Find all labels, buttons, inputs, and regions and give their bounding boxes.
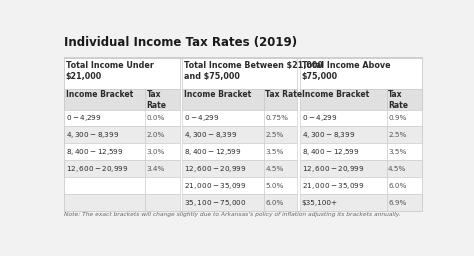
Text: 0.9%: 0.9%	[388, 115, 407, 121]
Bar	[145, 143, 180, 160]
Bar	[264, 160, 297, 177]
Text: Total Income Under
$21,000: Total Income Under $21,000	[66, 61, 154, 81]
Bar	[145, 160, 180, 177]
Bar	[264, 143, 297, 160]
Text: 5.0%: 5.0%	[265, 183, 284, 189]
Text: 3.5%: 3.5%	[388, 149, 407, 155]
Bar	[182, 58, 297, 89]
Text: 4.5%: 4.5%	[265, 166, 284, 172]
Bar	[64, 126, 145, 143]
Bar	[145, 110, 180, 126]
Text: Note: The exact brackets will change slightly due to Arkansas’s policy of inflat: Note: The exact brackets will change sli…	[64, 212, 400, 217]
Bar	[182, 110, 264, 126]
Bar	[387, 126, 422, 143]
Text: $12,600-$20,999: $12,600-$20,999	[184, 164, 247, 174]
Bar	[387, 89, 422, 110]
Text: 2.5%: 2.5%	[265, 132, 284, 138]
Text: 2.5%: 2.5%	[388, 132, 407, 138]
Bar	[182, 89, 264, 110]
Bar	[64, 89, 145, 110]
Text: 2.0%: 2.0%	[146, 132, 165, 138]
Text: Total Income Above
$75,000: Total Income Above $75,000	[302, 61, 391, 81]
Text: 3.4%: 3.4%	[146, 166, 165, 172]
Bar	[387, 110, 422, 126]
Bar	[182, 177, 264, 194]
Text: $12,600-$20,999: $12,600-$20,999	[302, 164, 365, 174]
Bar	[387, 160, 422, 177]
Text: Tax Rate: Tax Rate	[265, 90, 302, 99]
Text: $4,300-$8,399: $4,300-$8,399	[302, 130, 355, 140]
Text: Individual Income Tax Rates (2019): Individual Income Tax Rates (2019)	[64, 36, 297, 49]
Text: 6.9%: 6.9%	[388, 200, 407, 206]
Bar	[145, 194, 180, 211]
Bar	[145, 126, 180, 143]
Text: $8,400-$12,599: $8,400-$12,599	[66, 147, 123, 157]
Bar	[300, 58, 422, 89]
Bar	[182, 160, 264, 177]
Bar	[300, 89, 387, 110]
Text: Tax
Rate: Tax Rate	[146, 90, 166, 110]
Bar	[264, 177, 297, 194]
Bar	[264, 194, 297, 211]
Text: 3.5%: 3.5%	[265, 149, 284, 155]
Bar	[264, 89, 297, 110]
Bar	[64, 143, 145, 160]
Bar	[300, 110, 387, 126]
Bar	[182, 143, 264, 160]
Bar	[300, 160, 387, 177]
Text: Total Income Between $21,000
and $75,000: Total Income Between $21,000 and $75,000	[184, 61, 323, 81]
Text: $35,100-$75,000: $35,100-$75,000	[184, 198, 247, 208]
Text: $4,300-$8,399: $4,300-$8,399	[184, 130, 237, 140]
Text: $8,400-$12,599: $8,400-$12,599	[184, 147, 242, 157]
Text: 0.75%: 0.75%	[265, 115, 288, 121]
Text: $4,300-$8,399: $4,300-$8,399	[66, 130, 119, 140]
Text: $0-$4,299: $0-$4,299	[184, 113, 220, 123]
Text: 6.0%: 6.0%	[265, 200, 284, 206]
Text: Income Bracket: Income Bracket	[302, 90, 369, 99]
Text: $35,100+: $35,100+	[302, 200, 338, 206]
Bar	[64, 177, 145, 194]
Text: 3.0%: 3.0%	[146, 149, 165, 155]
Text: 6.0%: 6.0%	[388, 183, 407, 189]
Bar	[300, 194, 387, 211]
Bar	[64, 194, 145, 211]
Text: 4.5%: 4.5%	[388, 166, 407, 172]
Bar	[264, 110, 297, 126]
Bar	[64, 58, 422, 211]
Bar	[145, 89, 180, 110]
Bar	[300, 143, 387, 160]
Bar	[387, 143, 422, 160]
Text: $8,400-$12,599: $8,400-$12,599	[302, 147, 359, 157]
Text: Income Bracket: Income Bracket	[184, 90, 251, 99]
Bar	[182, 126, 264, 143]
Bar	[64, 160, 145, 177]
Text: $12,600-$20,999: $12,600-$20,999	[66, 164, 128, 174]
Text: 0.0%: 0.0%	[146, 115, 165, 121]
Text: $21,000-$35,099: $21,000-$35,099	[184, 181, 247, 191]
Bar	[145, 177, 180, 194]
Bar	[300, 126, 387, 143]
Bar	[387, 177, 422, 194]
Text: $0-$4,299: $0-$4,299	[302, 113, 337, 123]
Bar	[182, 194, 264, 211]
Bar	[64, 110, 145, 126]
Bar	[387, 194, 422, 211]
Bar	[264, 126, 297, 143]
Bar	[300, 177, 387, 194]
Text: $21,000-$35,099: $21,000-$35,099	[302, 181, 365, 191]
Text: Income Bracket: Income Bracket	[66, 90, 133, 99]
Bar	[64, 58, 180, 89]
Text: Tax
Rate: Tax Rate	[388, 90, 408, 110]
Text: $0-$4,299: $0-$4,299	[66, 113, 101, 123]
